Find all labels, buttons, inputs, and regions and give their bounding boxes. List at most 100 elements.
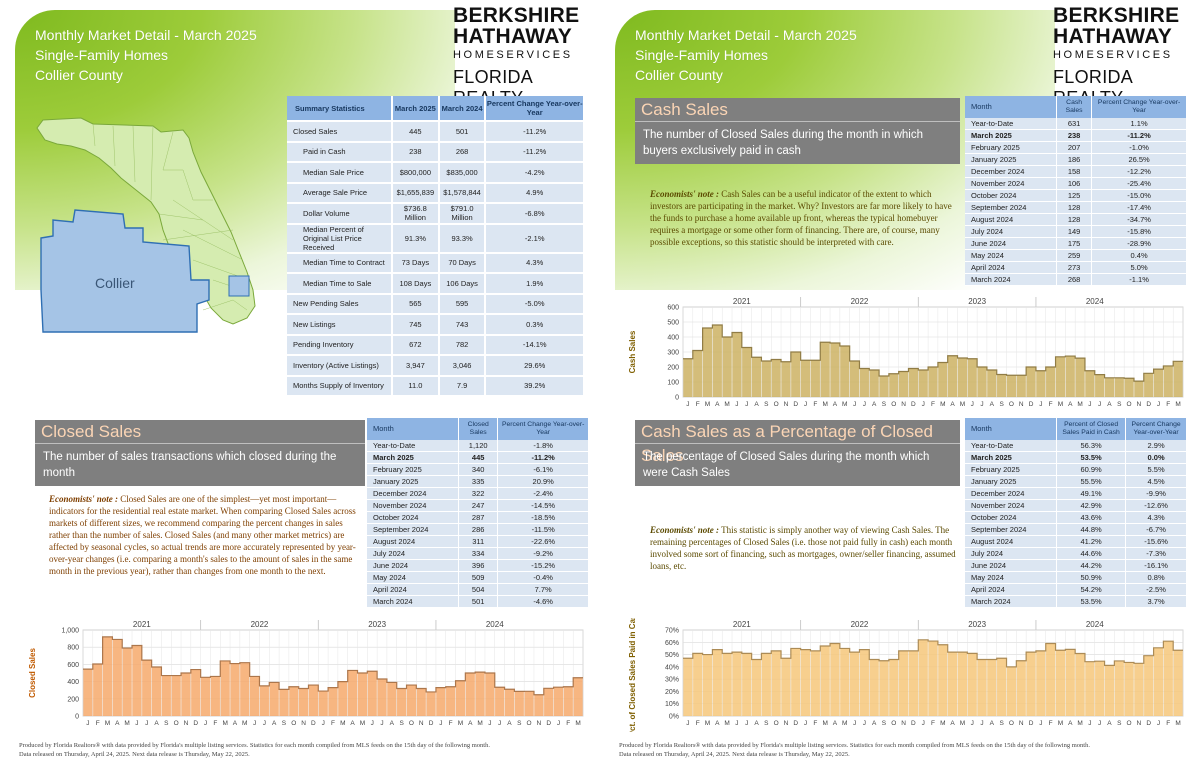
- cash-note-text: Cash Sales can be a useful indicator of …: [650, 189, 952, 247]
- chart-bar: [732, 332, 742, 397]
- summary-cell-c: -11.2%: [486, 122, 585, 143]
- chart-bar: [1046, 367, 1056, 397]
- summary-row: Median Time to Contract 73 Days 70 Days 4.3…: [287, 253, 585, 274]
- value-cell: 149: [1057, 226, 1093, 238]
- month-cell: December 2024: [367, 488, 459, 500]
- closed-sales-header: Closed Sales The number of sales transac…: [35, 420, 365, 486]
- value-cell: 54.2%: [1057, 584, 1127, 596]
- y-tick-label: 40%: [665, 664, 679, 671]
- summary-row: Months Supply of Inventory 11.0 7.9 39.2%: [287, 376, 585, 397]
- y-tick-label: 600: [67, 662, 79, 669]
- value-cell: 631: [1057, 118, 1093, 130]
- x-tick-label: M: [842, 720, 847, 727]
- closed-header-change: Percent Change Year-over-Year: [498, 418, 589, 440]
- chart-bar: [1016, 660, 1026, 716]
- chart-bar: [397, 688, 407, 716]
- change-cell: -6.1%: [498, 464, 589, 476]
- x-tick-label: J: [863, 401, 866, 408]
- chart-bar: [1144, 655, 1154, 716]
- table-row: April 2024 273 5.0%: [965, 262, 1187, 274]
- chart-bar: [1065, 356, 1075, 397]
- x-tick-label: N: [1019, 401, 1024, 408]
- chart-bar: [751, 659, 762, 716]
- summary-cell-label: Average Sale Price: [287, 183, 393, 204]
- state-shape: [36, 117, 256, 325]
- month-cell: March 2025: [965, 452, 1057, 464]
- table-row: January 2025 55.5% 4.5%: [965, 476, 1187, 488]
- chart-bar: [1153, 647, 1164, 716]
- table-row: February 2025 340 -6.1%: [367, 464, 589, 476]
- x-tick-label: M: [960, 401, 965, 408]
- chart-bar: [1134, 381, 1144, 397]
- table-row: February 2025 207 -1.0%: [965, 142, 1187, 154]
- chart-bar: [879, 660, 889, 716]
- value-cell: 247: [459, 500, 499, 512]
- change-cell: 20.9%: [498, 476, 589, 488]
- x-tick-label: D: [793, 401, 798, 408]
- pct-header-change: Percent Change Year-over-Year: [1126, 418, 1187, 440]
- value-cell: 322: [459, 488, 499, 500]
- table-row: January 2025 186 26.5%: [965, 154, 1187, 166]
- x-tick-label: F: [1049, 401, 1053, 408]
- change-cell: -15.6%: [1126, 536, 1187, 548]
- cash-sales-desc: The number of Closed Sales during the mo…: [643, 129, 923, 157]
- y-tick-label: 200: [667, 365, 679, 372]
- x-tick-label: J: [922, 401, 925, 408]
- month-cell: February 2025: [965, 142, 1057, 154]
- x-tick-label: J: [498, 720, 501, 727]
- change-cell: -11.2%: [498, 452, 589, 464]
- table-row: October 2024 43.6% 4.3%: [965, 512, 1187, 524]
- summary-cell-label: Dollar Volume: [287, 204, 393, 225]
- table-row: July 2024 149 -15.8%: [965, 226, 1187, 238]
- x-tick-label: A: [115, 720, 120, 727]
- x-tick-label: M: [705, 720, 710, 727]
- month-cell: January 2025: [965, 476, 1057, 488]
- cash-note-label: Economists' note :: [650, 189, 720, 199]
- x-tick-label: F: [931, 720, 935, 727]
- summary-cell-c: 29.6%: [486, 356, 585, 377]
- month-cell: September 2024: [367, 524, 459, 536]
- summary-row: Inventory (Active Listings) 3,947 3,046 29.…: [287, 356, 585, 377]
- summary-cell-label: Inventory (Active Listings): [287, 356, 393, 377]
- chart-bar: [544, 688, 554, 716]
- value-cell: 50.9%: [1057, 572, 1127, 584]
- summary-row: Dollar Volume $736.8 Million $791.0 Millio…: [287, 204, 585, 225]
- x-tick-label: O: [891, 401, 896, 408]
- footer-line2: Data released on Thursday, April 24, 202…: [19, 751, 250, 758]
- month-cell: March 2024: [965, 596, 1057, 608]
- x-tick-label: M: [1058, 401, 1063, 408]
- map-county-label: Collier: [95, 275, 135, 291]
- x-tick-label: A: [990, 720, 995, 727]
- chart-bar: [928, 367, 938, 397]
- change-cell: 0.0%: [1126, 452, 1187, 464]
- y-tick-label: 60%: [665, 640, 679, 647]
- chart-bar: [712, 325, 722, 397]
- x-tick-label: M: [360, 720, 365, 727]
- chart-bar: [210, 676, 220, 716]
- chart-bar: [504, 689, 515, 716]
- month-cell: October 2024: [965, 512, 1057, 524]
- year-label: 2023: [968, 297, 986, 306]
- month-cell: February 2025: [965, 464, 1057, 476]
- chart-bar: [771, 359, 781, 397]
- change-cell: -9.2%: [498, 548, 589, 560]
- chart-bar: [367, 671, 377, 716]
- x-tick-label: J: [971, 720, 974, 727]
- x-tick-label: J: [745, 720, 748, 727]
- cash-sales-title: Cash Sales: [635, 98, 960, 122]
- change-cell: -15.8%: [1092, 226, 1187, 238]
- property-type-right: Single-Family Homes: [635, 47, 769, 63]
- x-tick-label: N: [1019, 720, 1024, 727]
- chart-bar: [938, 362, 948, 397]
- header-text-right: Monthly Market Detail - March 2025 Singl…: [635, 25, 857, 85]
- x-tick-label: J: [853, 720, 856, 727]
- chart-bar: [1104, 665, 1115, 716]
- value-cell: 504: [459, 584, 499, 596]
- chart-bar: [1134, 663, 1144, 716]
- chart-bar: [820, 342, 830, 397]
- x-tick-label: F: [813, 401, 817, 408]
- chart-bar: [1075, 358, 1085, 397]
- chart-bar: [683, 358, 693, 397]
- value-cell: 55.5%: [1057, 476, 1127, 488]
- x-tick-label: A: [1068, 401, 1073, 408]
